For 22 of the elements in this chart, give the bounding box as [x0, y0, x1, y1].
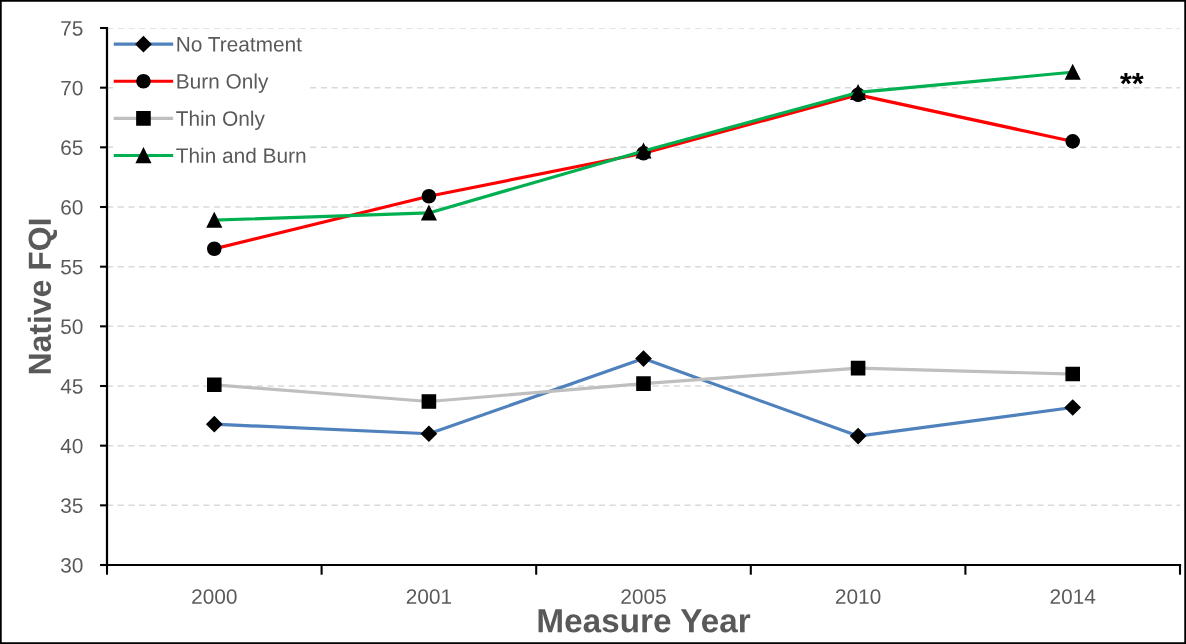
x-tick-label: 2010 [835, 589, 881, 604]
legend-label: Burn Only [177, 73, 269, 93]
y-tick-label: 55 [61, 259, 83, 275]
y-tick-label: 30 [61, 558, 83, 573]
y-tick-label: 65 [61, 140, 83, 156]
x-axis-title: Measure Year [538, 609, 751, 633]
x-tick-label: 2001 [406, 589, 452, 604]
y-tick-label: 45 [60, 379, 83, 394]
y-tick-label: 50 [61, 319, 83, 335]
x-tick-label: 2000 [192, 589, 237, 604]
y-tick-label: 60 [61, 200, 83, 215]
y-tick-label: 35 [61, 498, 83, 514]
y-axis-title: Native FQI [27, 219, 58, 374]
legend-label: No Treatment [177, 37, 302, 52]
y-tick-label: 70 [61, 80, 83, 96]
legend-label: Thin Only [176, 110, 265, 131]
x-tick-label: 2005 [621, 589, 666, 604]
y-tick-label: 75 [61, 21, 83, 36]
legend-label: Thin and Burn [176, 147, 306, 164]
annotation: ** [1120, 72, 1144, 85]
y-tick-label: 40 [60, 438, 83, 454]
x-tick-label: 2014 [1050, 589, 1096, 604]
